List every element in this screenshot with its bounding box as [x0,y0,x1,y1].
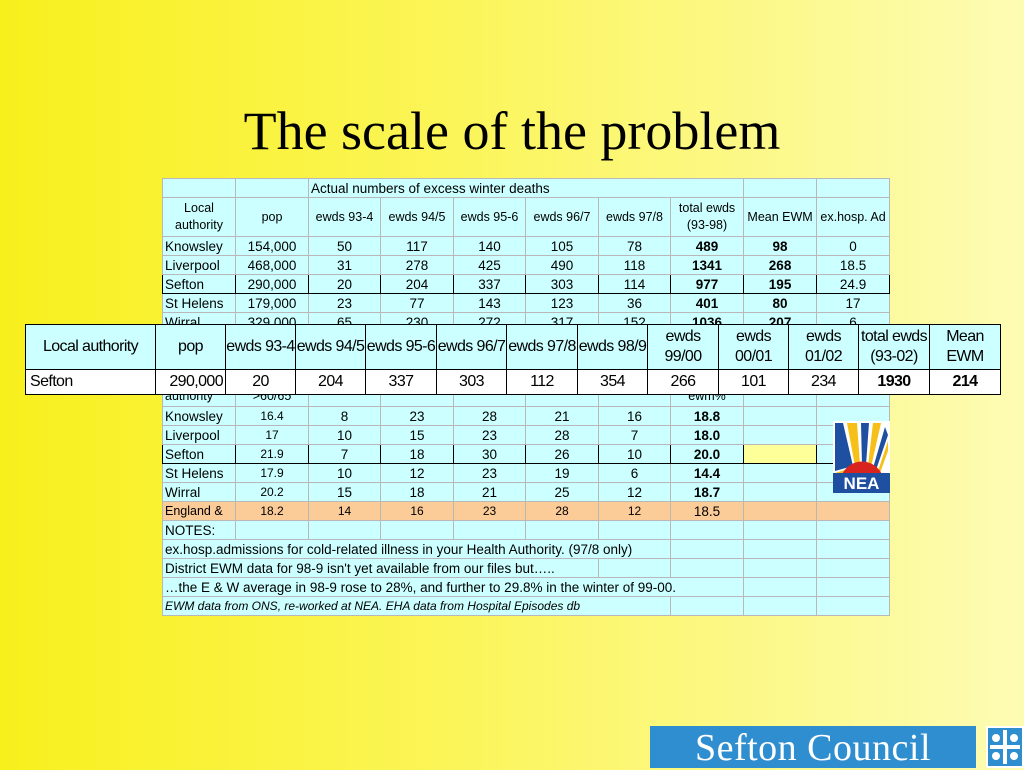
column-header: total ewds (93-98) [669,197,745,237]
column-header: ewds 01/02 [788,324,859,370]
table-row: Wirral 20.2 15 18 21 25 12 18.7 [162,482,891,502]
column-header: pop [155,324,226,370]
column-header: Mean EWM [743,197,818,237]
table-row: Knowsley 154,000 50 117 140 105 78 489 9… [162,236,891,256]
section-header: Actual numbers of excess winter deaths [307,178,745,198]
column-header: ewds 95-6 [453,197,526,237]
section-header-row: Actual numbers of excess winter deaths [162,178,891,198]
notes-row: …the E & W average in 98-9 rose to 28%, … [161,577,891,597]
sefton-data-row: Sefton 290,000 20 204 337 303 112 354 26… [25,369,1001,395]
column-header: ewds 93-4 [308,197,381,237]
sefton-council-banner: Sefton Council [650,726,976,769]
column-header: ewds 94/5 [295,324,366,370]
notes-row: EWM data from ONS, re-worked at NEA. EHA… [162,596,891,616]
column-header: Mean EWM [929,324,1001,370]
table-row: St Helens 179,000 23 77 143 123 36 401 8… [162,293,891,313]
column-header: total ewds (93-02) [858,324,930,370]
column-header: Local authority [25,324,156,370]
column-header: ewds 98/9 [577,324,648,370]
column-header: ex.hosp. Ad [816,197,891,237]
table-row: Liverpool 17 10 15 23 28 7 18.0 [162,425,891,445]
notes-row: District EWM data for 98-9 isn't yet ava… [162,558,891,578]
notes-row: NOTES: [162,520,891,540]
sefton-summary-table: Local authority pop ewds 93-4 ewds 94/5 … [25,324,1001,395]
nea-logo-text: NEA [844,474,880,493]
header-row: Local authority pop ewds 93-4 ewds 94/5 … [162,197,891,237]
nea-logo: NEA [833,421,890,493]
column-header: ewds 96/7 [525,197,599,237]
column-header: ewds 97/8 [598,197,671,237]
column-header: Local authority [162,197,236,237]
column-header: pop [235,197,309,237]
table-row: St Helens 17.9 10 12 23 19 6 14.4 [162,463,891,483]
column-header: ewds 00/01 [718,324,789,370]
sefton-header-row: Local authority pop ewds 93-4 ewds 94/5 … [25,324,1001,370]
column-header: ewds 93-4 [225,324,296,370]
notes-row: ex.hosp.admissions for cold-related illn… [162,539,891,559]
table-row-england: England & 18.2 14 16 23 28 12 18.5 [162,501,891,521]
column-header: ewds 99/00 [647,324,719,370]
column-header: ewds 96/7 [436,324,507,370]
council-crest-icon [986,726,1024,768]
column-header: ewds 94/5 [380,197,454,237]
table-row: Knowsley 16.4 8 23 28 21 16 18.8 [162,406,891,426]
table-row-highlight: Sefton 290,000 20 204 337 303 114 977 19… [162,274,891,294]
column-header: ewds 97/8 [506,324,578,370]
table-row-highlight: Sefton 21.9 7 18 30 26 10 20.0 [162,444,891,464]
table-row: Liverpool 468,000 31 278 425 490 118 134… [162,255,891,275]
column-header: ewds 95-6 [365,324,437,370]
excess-winter-deaths-table: Actual numbers of excess winter deaths L… [161,178,891,616]
slide-title: The scale of the problem [243,101,781,161]
